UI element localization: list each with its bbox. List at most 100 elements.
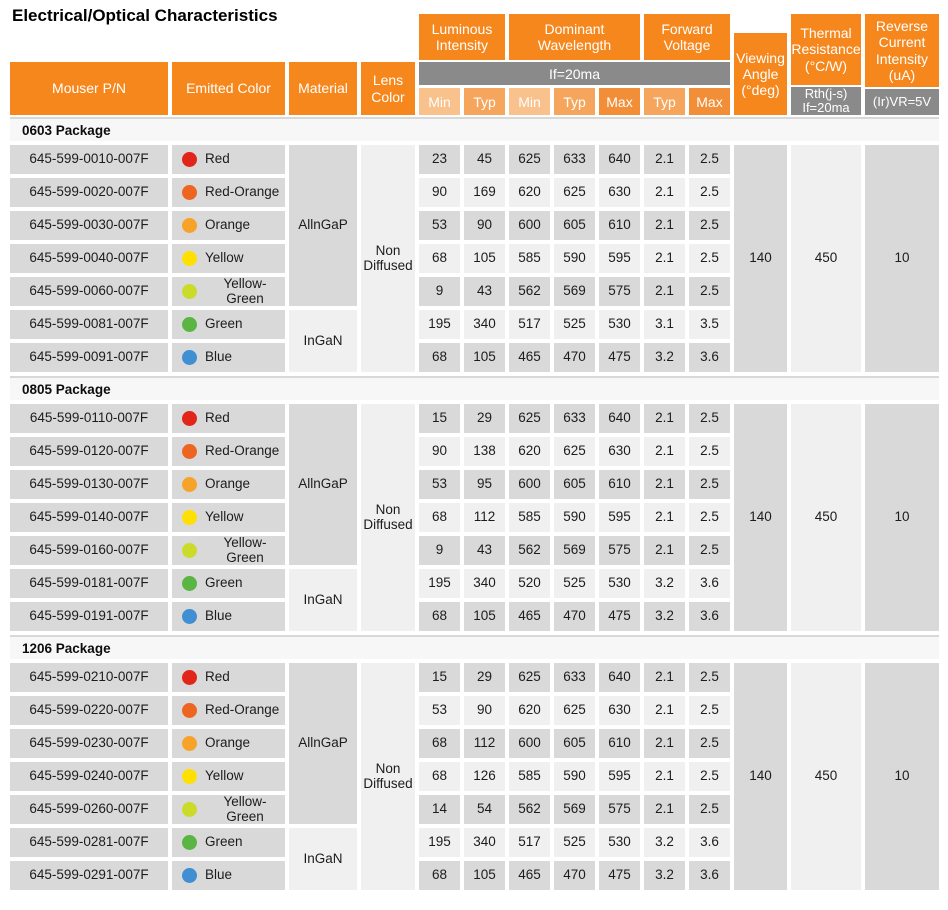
part-number-cell: 645-599-0240-007F (10, 762, 168, 791)
column-viewing-angle: Viewing Angle (°deg) (734, 14, 787, 115)
emitted-color-cell: Red-Orange (172, 696, 285, 725)
subheader-typ: Typ (464, 88, 505, 115)
package-section: 0603 Package 645-599-0010-007F Red 23 45 625… (10, 117, 939, 372)
lens-color-cell: Non Diffused (361, 404, 415, 631)
color-dot-icon (182, 609, 197, 624)
viewing-angle-cell: 140 (734, 404, 787, 631)
value-cell: 2.5 (689, 696, 730, 725)
part-number-cell: 645-599-0120-007F (10, 437, 168, 466)
value-cell: 630 (599, 696, 640, 725)
value-cell: 475 (599, 602, 640, 631)
group-header-row: Luminous Intensity Dominant Wavelength F… (419, 14, 730, 60)
material-cell: AllnGaP (289, 663, 357, 824)
value-cell: 562 (509, 536, 550, 565)
value-cell: 2.5 (689, 277, 730, 306)
value-cell: 68 (419, 861, 460, 890)
thermal-resistance-cell: 450 (791, 145, 861, 372)
material-cell: InGaN (289, 310, 357, 372)
value-cell: 2.1 (644, 404, 685, 433)
value-cell: 2.1 (644, 536, 685, 565)
value-cell: 3.2 (644, 602, 685, 631)
value-cell: 43 (464, 536, 505, 565)
value-cell: 625 (554, 178, 595, 207)
value-cell: 68 (419, 244, 460, 273)
value-cell: 3.6 (689, 602, 730, 631)
value-cell: 112 (464, 503, 505, 532)
value-cell: 3.2 (644, 343, 685, 372)
value-cell: 470 (554, 602, 595, 631)
color-dot-icon (182, 802, 197, 817)
value-cell: 569 (554, 536, 595, 565)
value-cell: 610 (599, 729, 640, 758)
emitted-color-label: Green (205, 316, 243, 332)
value-cell: 575 (599, 277, 640, 306)
value-cell: 90 (464, 211, 505, 240)
emitted-color-label: Green (205, 575, 243, 591)
emitted-color-label: Orange (205, 476, 251, 492)
value-cell: 2.1 (644, 503, 685, 532)
value-cell: 2.5 (689, 244, 730, 273)
value-cell: 2.1 (644, 145, 685, 174)
emitted-color-label: Yellow-Green (223, 793, 267, 824)
value-cell: 2.5 (689, 178, 730, 207)
emitted-color-cell: Blue (172, 861, 285, 890)
value-cell: 605 (554, 470, 595, 499)
color-dot-icon (182, 576, 197, 591)
value-cell: 2.1 (644, 244, 685, 273)
value-cell: 475 (599, 861, 640, 890)
value-cell: 595 (599, 244, 640, 273)
subheader-max: Max (599, 88, 640, 115)
subheader-min: Min (419, 88, 460, 115)
value-cell: 68 (419, 343, 460, 372)
value-cell: 465 (509, 343, 550, 372)
value-cell: 340 (464, 828, 505, 857)
value-cell: 53 (419, 211, 460, 240)
value-cell: 105 (464, 343, 505, 372)
emitted-color-label: Red-Orange (205, 702, 280, 718)
table-body: 0603 Package 645-599-0010-007F Red 23 45 625… (10, 117, 939, 894)
viewing-angle-cell: 140 (734, 663, 787, 890)
value-cell: 2.1 (644, 437, 685, 466)
emitted-color-cell: Orange (172, 211, 285, 240)
value-cell: 475 (599, 343, 640, 372)
value-cell: 3.1 (644, 310, 685, 339)
part-number-cell: 645-599-0030-007F (10, 211, 168, 240)
value-cell: 112 (464, 729, 505, 758)
emitted-color-cell: Yellow-Green (172, 276, 285, 306)
value-cell: 2.5 (689, 536, 730, 565)
color-dot-icon (182, 185, 197, 200)
thermal-resistance-cell: 450 (791, 663, 861, 890)
if-condition-bar: If=20ma (419, 62, 730, 85)
value-cell: 2.1 (644, 762, 685, 791)
value-cell: 195 (419, 310, 460, 339)
value-cell: 610 (599, 470, 640, 499)
value-cell: 3.6 (689, 861, 730, 890)
header-spacer (289, 14, 357, 62)
header-viewing-angle: Viewing Angle (°deg) (734, 33, 787, 115)
value-cell: 195 (419, 828, 460, 857)
value-cell: 105 (464, 244, 505, 273)
header-mouser-pn: Mouser P/N (10, 62, 168, 115)
part-number-cell: 645-599-0160-007F (10, 536, 168, 565)
emitted-color-cell: Yellow (172, 244, 285, 273)
emitted-color-label: Red-Orange (205, 443, 280, 459)
part-number-cell: 645-599-0220-007F (10, 696, 168, 725)
emitted-color-cell: Orange (172, 729, 285, 758)
value-cell: 630 (599, 437, 640, 466)
value-cell: 95 (464, 470, 505, 499)
value-cell: 620 (509, 696, 550, 725)
value-cell: 470 (554, 343, 595, 372)
part-number-cell: 645-599-0181-007F (10, 569, 168, 598)
column-reverse-current: Reverse Current Intensity (uA) (Ir)VR=5V (865, 14, 939, 115)
emitted-color-cell: Green (172, 569, 285, 598)
value-cell: 600 (509, 470, 550, 499)
value-cell: 620 (509, 437, 550, 466)
part-number-cell: 645-599-0091-007F (10, 343, 168, 372)
value-cell: 105 (464, 861, 505, 890)
value-cell: 3.2 (644, 861, 685, 890)
color-dot-icon (182, 218, 197, 233)
value-cell: 54 (464, 795, 505, 824)
value-cell: 517 (509, 828, 550, 857)
value-cell: 590 (554, 503, 595, 532)
